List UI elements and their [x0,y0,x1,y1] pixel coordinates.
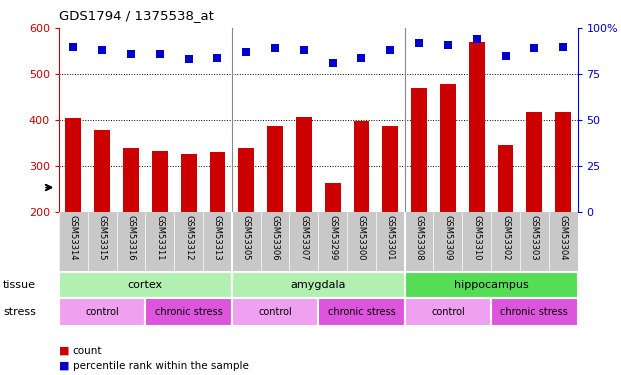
Text: GSM53310: GSM53310 [472,215,481,260]
Point [558,44,568,50]
Bar [232,272,405,298]
Text: stress: stress [3,307,36,317]
Text: chronic stress: chronic stress [328,307,396,317]
Point [414,40,424,46]
Bar [469,42,484,212]
Text: GSM53301: GSM53301 [386,215,395,260]
Point [529,45,539,51]
Bar [94,130,110,212]
Text: GSM53312: GSM53312 [184,215,193,260]
Bar [497,145,514,212]
Text: GSM53305: GSM53305 [242,215,251,260]
Text: control: control [85,307,119,317]
Bar [123,148,139,212]
Point [184,56,194,62]
Bar [405,272,578,298]
Bar [383,126,398,212]
Point [242,49,252,55]
Text: GSM53300: GSM53300 [357,215,366,260]
Text: GSM53303: GSM53303 [530,215,539,261]
Bar [65,118,81,212]
Text: control: control [258,307,292,317]
Text: GSM53306: GSM53306 [271,215,279,261]
Text: chronic stress: chronic stress [155,307,222,317]
Bar [267,126,283,212]
Text: GSM53302: GSM53302 [501,215,510,260]
Point [328,60,338,66]
Bar [181,154,197,212]
Bar [440,84,456,212]
Bar [59,272,232,298]
Text: control: control [431,307,465,317]
Point [270,45,280,51]
Point [126,51,136,57]
Text: chronic stress: chronic stress [501,307,568,317]
Text: GSM53311: GSM53311 [155,215,165,260]
Bar [152,151,168,212]
Bar [232,298,319,326]
Bar [319,298,405,326]
Bar [145,298,232,326]
Text: GSM53315: GSM53315 [97,215,107,260]
Point [472,36,482,42]
Bar [325,183,340,212]
Text: ■: ■ [59,346,70,355]
Text: GSM53316: GSM53316 [127,215,135,261]
Point [68,44,78,50]
Text: GSM53307: GSM53307 [299,215,309,261]
Bar [353,122,369,212]
Bar [405,298,491,326]
Text: cortex: cortex [128,280,163,290]
Bar [527,112,542,212]
Text: percentile rank within the sample: percentile rank within the sample [73,361,248,370]
Bar [491,298,578,326]
Point [443,42,453,48]
Text: GSM53309: GSM53309 [443,215,452,260]
Point [385,47,395,53]
Point [299,47,309,53]
Point [155,51,165,57]
Point [356,54,366,60]
Text: hippocampus: hippocampus [454,280,528,290]
Bar [296,117,312,212]
Point [97,47,107,53]
Text: ■: ■ [59,361,70,370]
Text: GSM53313: GSM53313 [213,215,222,261]
Text: amygdala: amygdala [291,280,346,290]
Bar [59,298,145,326]
Bar [238,148,254,212]
Text: count: count [73,346,102,355]
Text: GSM53304: GSM53304 [559,215,568,260]
Text: GSM53308: GSM53308 [415,215,424,261]
Text: GSM53314: GSM53314 [69,215,78,260]
Bar [209,152,225,212]
Point [501,53,510,59]
Text: tissue: tissue [3,280,36,290]
Bar [555,112,571,212]
Bar [411,88,427,212]
Text: GDS1794 / 1375538_at: GDS1794 / 1375538_at [59,9,214,22]
Text: GSM53299: GSM53299 [328,215,337,260]
Point [212,54,222,60]
